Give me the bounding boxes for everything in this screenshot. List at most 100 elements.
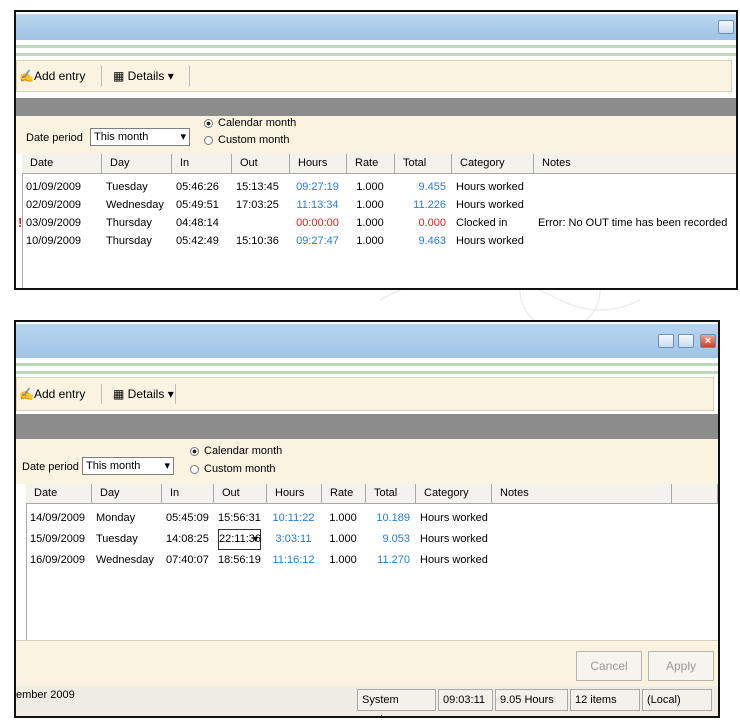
cell: Hours worked	[456, 235, 524, 247]
cell: 15/09/2009	[30, 533, 86, 545]
toolbar: ✍Add entry ▦ Details ▾	[16, 377, 714, 411]
cell: Monday	[96, 512, 136, 524]
grid-line	[22, 154, 23, 288]
arrow: ▾	[180, 131, 186, 143]
column-header[interactable]: Day	[102, 154, 172, 174]
column-header[interactable]: Total	[395, 154, 452, 174]
value: This month	[86, 460, 141, 472]
cell: 17:03:25	[236, 199, 279, 211]
details-button[interactable]: ▦ Details ▾	[113, 69, 174, 83]
maximize-button[interactable]	[678, 334, 694, 348]
edit-cell[interactable]: 22:11:36 ▾	[218, 529, 261, 550]
cancel-button[interactable]: Cancel	[576, 651, 642, 681]
column-header[interactable]	[672, 484, 718, 504]
divider	[101, 66, 102, 86]
cell: Hours worked	[420, 533, 488, 545]
column-header[interactable]: Category	[416, 484, 492, 504]
cell: 04:48:14	[176, 217, 219, 229]
cell: 1.000	[356, 199, 384, 211]
separator	[16, 363, 718, 366]
cell: 15:56:31	[218, 512, 261, 524]
column-header[interactable]: Date	[22, 154, 102, 174]
period-select[interactable]: This month ▾	[90, 128, 190, 146]
cell: 1.000	[356, 217, 384, 229]
arrow: ▾	[164, 460, 170, 472]
cell: Error: No OUT time has been recorded	[538, 217, 728, 229]
cell: 11.226	[413, 199, 446, 211]
cell: 05:46:26	[176, 181, 219, 193]
cell: 11:13:34	[296, 199, 339, 211]
column-header[interactable]: Date	[26, 484, 92, 504]
column-header[interactable]: Out	[232, 154, 290, 174]
option: Custom month	[204, 463, 276, 475]
cell: 11.270	[377, 554, 410, 566]
column-header[interactable]: In	[172, 154, 232, 174]
cell: Thursday	[106, 217, 152, 229]
separator	[16, 45, 736, 48]
radio[interactable]	[204, 119, 213, 128]
cell: 3:03:11	[275, 533, 312, 545]
column-header[interactable]: Rate	[322, 484, 366, 504]
column-header[interactable]: Category	[452, 154, 534, 174]
cell: Hours worked	[456, 199, 524, 211]
cell: 9.455	[418, 181, 446, 193]
filter-panel: Date period This month ▾ Calendar month C…	[16, 116, 736, 154]
status-cell: System engineer	[357, 689, 436, 716]
toolbar: ✍Add entry ▦ Details ▾	[16, 60, 732, 92]
add-entry-button[interactable]: ✍Add entry	[19, 387, 86, 401]
cell: Tuesday	[96, 533, 138, 545]
cell: 14/09/2009	[30, 512, 86, 524]
close-button[interactable]: ×	[700, 334, 716, 348]
column-header[interactable]: Notes	[492, 484, 672, 504]
separator	[16, 53, 736, 56]
filter-panel: Date period This month ▾ Calendar month C…	[16, 439, 718, 484]
column-header[interactable]: Out	[214, 484, 267, 504]
status-cell: 09:03:11	[438, 689, 493, 711]
cell: 09:27:19	[296, 181, 339, 193]
status-cell: (Local)	[642, 689, 712, 711]
radio[interactable]	[204, 136, 213, 145]
band	[16, 98, 736, 116]
cell: 15:10:36	[236, 235, 279, 247]
cell: Thursday	[106, 235, 152, 247]
column-header[interactable]: Hours	[267, 484, 322, 504]
add-entry-button[interactable]: ✍Add entry	[19, 69, 86, 83]
details-button[interactable]: ▦ Details ▾	[113, 387, 174, 401]
column-header[interactable]: Day	[92, 484, 162, 504]
cell: 16/09/2009	[30, 554, 86, 566]
cell: Clocked in	[456, 217, 508, 229]
title-bar: ×	[16, 324, 718, 358]
filter-label: Date period	[26, 132, 83, 144]
column-header[interactable]: Notes	[534, 154, 736, 174]
cell: Hours worked	[420, 554, 488, 566]
column-header[interactable]: Hours	[290, 154, 347, 174]
grid: Date Day In Out Hours Rate Total Category Notes 1…	[16, 484, 718, 640]
filter-label: Date period	[22, 461, 79, 473]
cell: 1.000	[329, 554, 357, 566]
cell: Hours worked	[420, 512, 488, 524]
minimize-button[interactable]	[658, 334, 674, 348]
cell: 07:40:07	[166, 554, 209, 566]
radio[interactable]	[190, 447, 199, 456]
period-select[interactable]: This month ▾	[82, 457, 174, 475]
cell: Hours worked	[456, 181, 524, 193]
cell: 1.000	[329, 533, 357, 545]
status-cell: 9.05 Hours	[495, 689, 568, 711]
column-header[interactable]: Total	[366, 484, 416, 504]
cell: 05:49:51	[176, 199, 219, 211]
radio[interactable]	[190, 465, 199, 474]
status-bar: ember 2009 System engineer09:03:119.05 Ho…	[16, 686, 718, 716]
warning-icon: !	[18, 215, 23, 230]
column-header[interactable]: In	[162, 484, 214, 504]
status-cell: ember 2009	[16, 689, 75, 701]
cell: 05:42:49	[176, 235, 219, 247]
apply-button[interactable]: Apply	[648, 651, 714, 681]
dropdown-arrow: ▾	[252, 534, 258, 545]
cell: 18:56:19	[218, 554, 261, 566]
cell: 14:08:25	[166, 533, 209, 545]
column-header[interactable]: Rate	[347, 154, 395, 174]
label: Add entry	[33, 69, 86, 83]
divider	[189, 66, 190, 86]
minimize-button[interactable]	[718, 20, 734, 34]
